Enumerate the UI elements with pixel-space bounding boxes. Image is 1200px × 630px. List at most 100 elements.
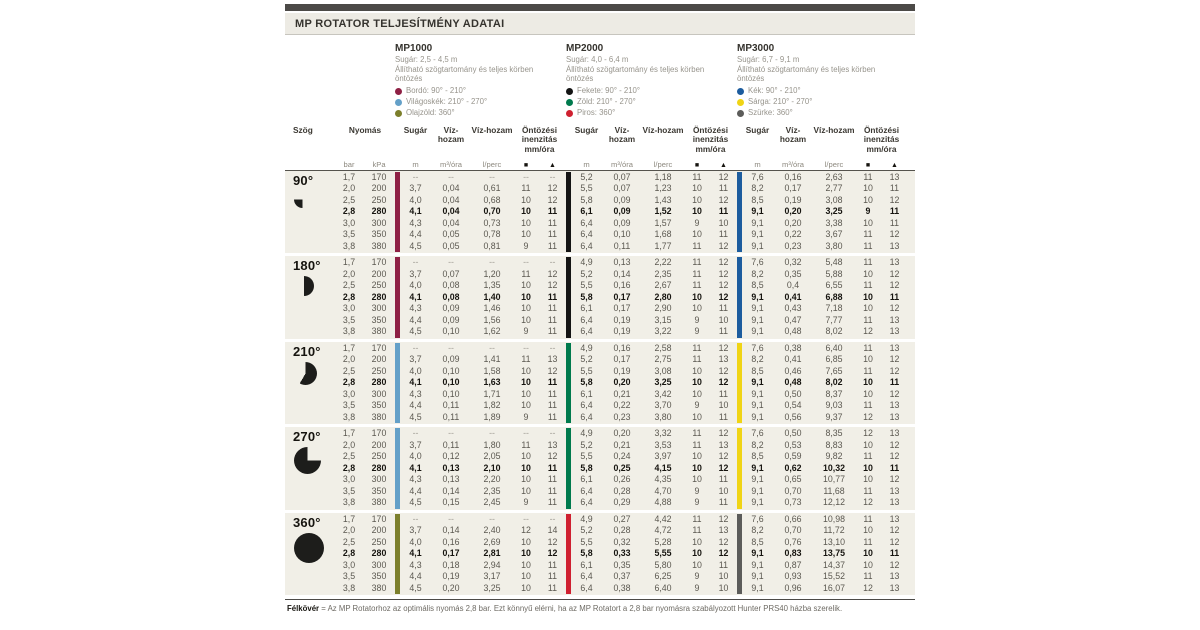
value-cell: 11	[521, 354, 531, 365]
table-row: 3,0 300 4,3 0,09 1,46 10 11 6,1 0,17 2,90 10 11 9,1 0…	[335, 303, 915, 315]
value-cell: 4,4	[409, 571, 422, 582]
value-cell: 4,0	[409, 365, 422, 376]
pressure-bar-cell: 2,5	[342, 365, 356, 376]
product-color-band	[395, 439, 400, 452]
value-cell: 0,22	[784, 229, 802, 240]
value-cell: 11	[692, 280, 702, 291]
value-cell: 11	[889, 462, 900, 473]
value-cell: 8,2	[751, 183, 764, 194]
legend-label: Olajzöld: 360°	[406, 108, 455, 118]
value-cell: 12	[889, 474, 900, 485]
value-cell: 8,2	[751, 525, 764, 536]
value-cell: 12	[889, 439, 900, 450]
value-cell: 5,5	[580, 451, 593, 462]
value-cell: 2,22	[654, 257, 672, 268]
value-cell: 4,88	[654, 497, 672, 508]
angle-header: 270°	[293, 429, 321, 475]
angle-label: 90°	[293, 172, 314, 188]
value-cell: 9,1	[751, 474, 764, 485]
value-cell: 11	[718, 388, 729, 399]
legend-item: Zöld: 210° - 270°	[566, 97, 737, 108]
value-cell: 0,10	[442, 377, 460, 388]
value-cell: 0,10	[442, 388, 460, 399]
value-cell: 5,8	[580, 377, 593, 388]
value-cell: 2,05	[483, 451, 501, 462]
value-cell: 9,1	[751, 497, 764, 508]
value-cell: 4,9	[580, 513, 593, 524]
value-cell: 0,15	[442, 497, 460, 508]
pressure-kpa-cell: 380	[371, 240, 387, 251]
value-cell: 0,50	[784, 388, 802, 399]
pressure-bar-cell: 2,5	[342, 280, 356, 291]
value-cell: 12	[718, 451, 729, 462]
value-cell: 10	[863, 183, 873, 194]
pressure-kpa-cell: 350	[371, 400, 387, 411]
pressure-bar-cell: 3,8	[342, 411, 356, 422]
value-cell: 6,4	[580, 571, 593, 582]
pressure-bar-cell: 3,5	[342, 400, 356, 411]
value-cell: 8,5	[751, 280, 764, 291]
angle-label: 180°	[293, 258, 321, 274]
value-cell: 0,73	[483, 217, 501, 228]
pressure-bar-cell: 1,7	[342, 257, 356, 268]
pressure-kpa-cell: 200	[371, 354, 387, 365]
value-cell: 0,33	[613, 548, 631, 559]
value-cell: 11	[692, 513, 702, 524]
value-cell: 11	[718, 183, 729, 194]
product-name: MP3000	[737, 43, 775, 54]
value-cell: --	[412, 342, 419, 353]
angle-group: 270° 1,7 170 -- -- -- -- -- 4,9 0,20 3,32 11 12 7,6 0…	[285, 427, 915, 510]
value-cell: 11	[889, 548, 900, 559]
col-header-nyomas: Nyomás	[348, 124, 382, 135]
col-header-ontozesi-mp2000: Öntözési inenzitás mm/óra	[692, 124, 729, 154]
table-row: 2,8 280 4,1 0,13 2,10 10 11 5,8 0,25 4,15 10 12 9,1 0…	[335, 462, 915, 475]
value-cell: 10	[521, 400, 531, 411]
value-cell: 5,48	[825, 257, 843, 268]
value-cell: 6,1	[580, 559, 593, 570]
value-cell: 3,32	[654, 428, 672, 439]
value-cell: 0,07	[613, 183, 631, 194]
pressure-bar-cell: 3,5	[342, 229, 356, 240]
value-cell: 11	[889, 217, 900, 228]
value-cell: --	[523, 257, 529, 268]
table-body: 90° 1,7 170 -- -- -- -- -- 5,2 0,07 1,18 11 12 7,6 0,…	[285, 170, 915, 596]
value-cell: 10	[692, 559, 702, 570]
product-color-band	[566, 451, 571, 463]
table-row: 2,0 200 3,7 0,09 1,41 11 13 5,2 0,17 2,75 11 13 8,2 0…	[335, 354, 915, 366]
value-cell: 1,89	[483, 411, 501, 422]
value-cell: 9,1	[751, 571, 764, 582]
legend-item: Fekete: 90° - 210°	[566, 86, 737, 97]
product-color-band	[395, 206, 400, 218]
value-cell: 10	[521, 217, 531, 228]
angle-group-rows: 1,7 170 -- -- -- -- -- 4,9 0,27 4,42 11 12 7,6 0,66 10…	[335, 513, 915, 595]
value-cell: 12	[889, 388, 900, 399]
product-color-band	[737, 400, 742, 412]
value-cell: 10	[521, 194, 531, 205]
value-cell: --	[412, 171, 419, 182]
value-cell: 12	[889, 194, 900, 205]
product-color-band	[737, 183, 742, 195]
product-color-band	[737, 559, 742, 572]
legend-color-dot	[395, 109, 402, 117]
table-row: 2,5 250 4,0 0,12 2,05 10 12 5,5 0,24 3,97 10 12 8,5 0…	[335, 451, 915, 463]
value-cell: 11	[521, 268, 531, 279]
product-color-band	[566, 365, 571, 378]
value-cell: 6,4	[580, 326, 593, 337]
value-cell: 3,80	[825, 240, 843, 251]
value-cell: --	[489, 257, 495, 268]
value-cell: 9,1	[751, 303, 764, 314]
table-row: 2,5 250 4,0 0,04 0,68 10 12 5,8 0,09 1,43 10 12 8,5 0…	[335, 194, 915, 207]
value-cell: 1,80	[483, 439, 501, 450]
value-cell: 12	[889, 525, 900, 536]
value-cell: 0,10	[442, 326, 460, 337]
legend-color-dot	[737, 88, 744, 96]
angle-header: 180°	[293, 258, 321, 297]
value-cell: 11	[547, 571, 558, 582]
value-cell: 13	[889, 257, 900, 268]
product-color-band	[737, 571, 742, 583]
value-cell: 0,83	[784, 548, 802, 559]
triangle-marker-icon: ▲	[891, 161, 898, 169]
value-cell: 4,1	[409, 548, 422, 559]
value-cell: 0,21	[613, 388, 631, 399]
value-cell: 7,6	[751, 342, 764, 353]
